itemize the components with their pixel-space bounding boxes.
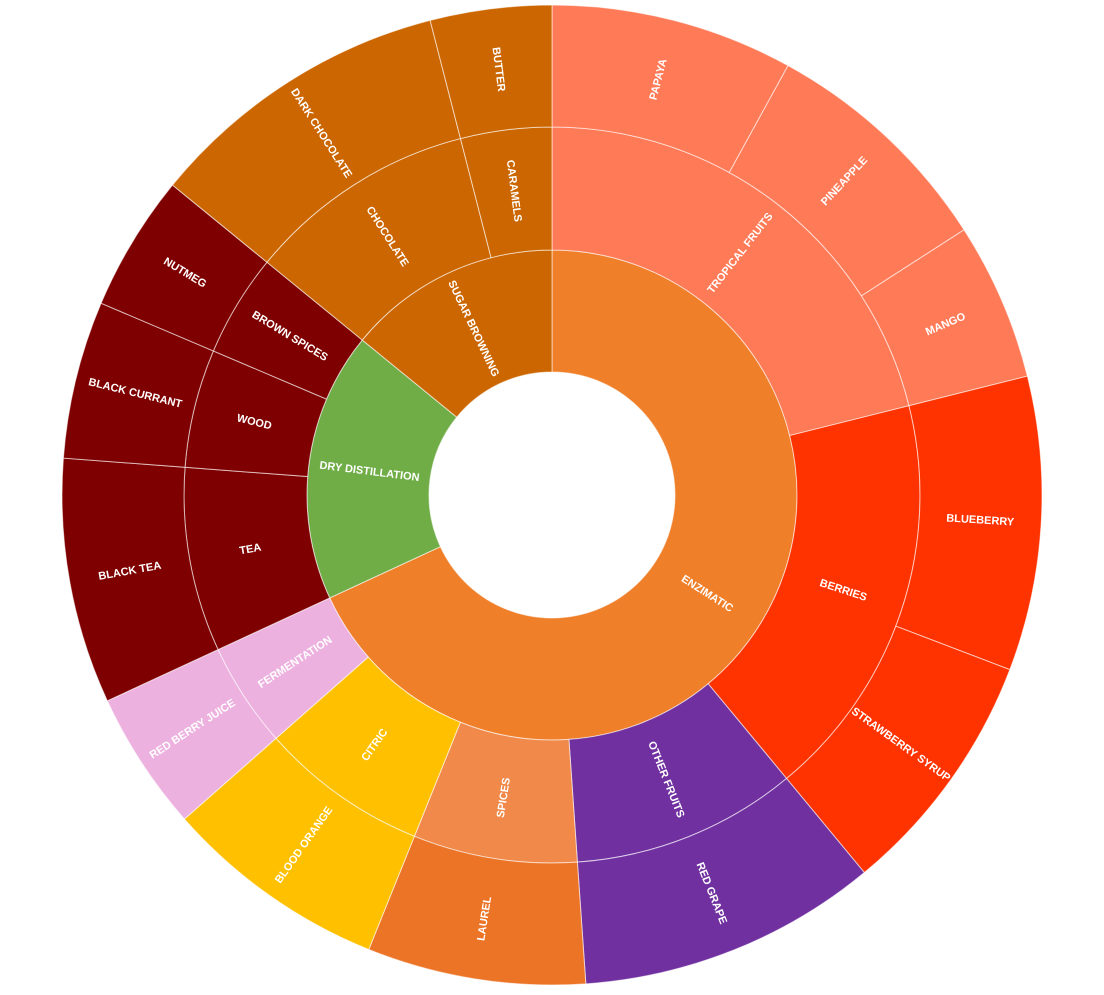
segment-label: BLUEBERRY — [946, 512, 1015, 528]
segment-label: TEA — [238, 542, 262, 558]
sunburst-segment — [429, 4, 553, 140]
segment-label: BUTTER — [490, 46, 508, 92]
